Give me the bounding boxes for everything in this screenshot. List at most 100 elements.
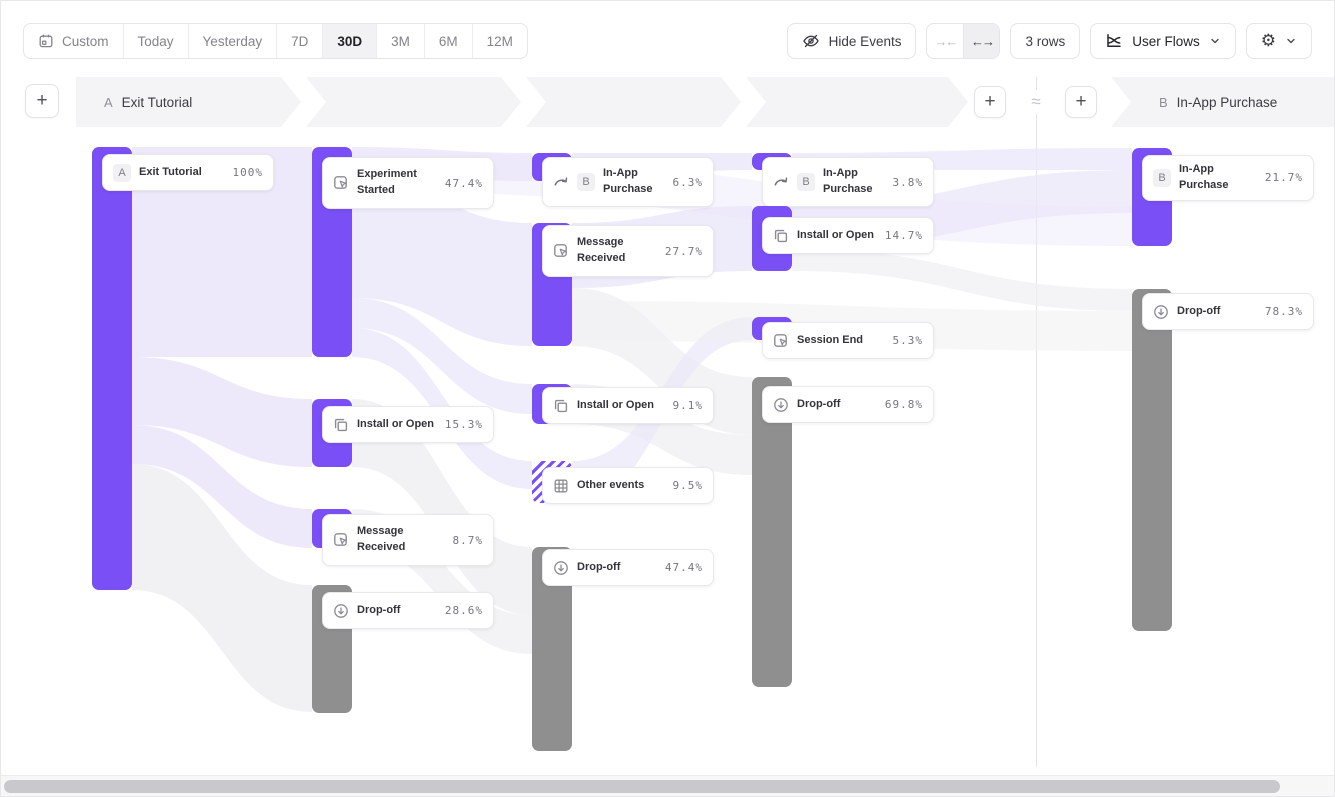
rows-label: 3 rows (1025, 33, 1066, 49)
flow-b-letter: B (1159, 94, 1168, 110)
node-value: 28.6% (444, 604, 483, 617)
node-value: 15.3% (444, 418, 483, 431)
add-step-flow-a-button[interactable]: + (974, 86, 1006, 118)
flow-node-drop-off[interactable]: Drop-off 69.8% (762, 386, 934, 423)
flow-node-install-or-open[interactable]: Install or Open 9.1% (542, 387, 714, 424)
node-label: Other events (577, 478, 645, 491)
date-range-custom[interactable]: Custom (24, 24, 123, 58)
flow-a-step-3[interactable] (526, 77, 741, 127)
flow-bar-drop-off[interactable] (752, 377, 792, 687)
node-value: 8.7% (452, 533, 483, 547)
node-label: Message Received (577, 236, 626, 264)
node-badge: A (113, 163, 131, 182)
node-value: 3.8% (892, 175, 923, 189)
flow-node-in-app-purchase[interactable]: B In-App Purchase 21.7% (1142, 155, 1314, 201)
hide-events-label: Hide Events (828, 33, 902, 49)
event-icon (333, 175, 349, 191)
goal-icon (773, 174, 789, 190)
flow-node-in-app-purchase[interactable]: B In-App Purchase 6.3% (542, 157, 714, 207)
node-value: 5.3% (892, 334, 923, 347)
node-label: Drop-off (1177, 304, 1221, 317)
node-label: Install or Open (357, 417, 435, 430)
flow-node-install-or-open[interactable]: Install or Open 15.3% (322, 406, 494, 443)
flow-bar-exit-tutorial[interactable] (92, 147, 132, 590)
rows-button[interactable]: 3 rows (1010, 23, 1081, 59)
date-range-3m[interactable]: 3M (376, 24, 424, 58)
flow-ribbon (132, 425, 312, 548)
node-value: 47.4% (444, 176, 483, 190)
dropoff-icon (1153, 304, 1169, 320)
gear-icon: ⚙ (1260, 30, 1276, 51)
expand-columns-button[interactable]: ←→ (963, 24, 1000, 58)
user-flows-icon (1105, 32, 1123, 50)
date-range-group: Custom Today Yesterday 7D 30D 3M 6M 12M (23, 23, 528, 59)
node-label: Install or Open (797, 228, 875, 241)
date-range-label: Today (137, 33, 174, 49)
dropoff-icon (333, 603, 349, 619)
node-label: Drop-off (357, 603, 401, 616)
flow-node-session-end[interactable]: Session End 5.3% (762, 322, 934, 359)
date-range-30d[interactable]: 30D (322, 24, 377, 58)
eye-off-icon (802, 32, 820, 50)
node-value: 78.3% (1264, 305, 1303, 318)
flow-a-step-2[interactable] (306, 77, 521, 127)
node-label: Experiment Started (357, 168, 417, 196)
flow-ribbon (352, 298, 532, 414)
date-range-label: 3M (391, 33, 410, 49)
toolbar-right: Hide Events →← ←→ 3 rows User Flows ⚙ (786, 23, 1312, 59)
flow-bar-drop-off[interactable] (1132, 289, 1172, 631)
node-label: In-App Purchase (823, 167, 873, 195)
date-range-7d[interactable]: 7D (276, 24, 322, 58)
date-range-label: 12M (486, 33, 513, 49)
flow-b-step-band[interactable]: B In-App Purchase (1111, 77, 1334, 127)
node-label: Exit Tutorial (139, 165, 202, 178)
flow-a-step-1[interactable]: A Exit Tutorial (76, 77, 301, 127)
hide-events-button[interactable]: Hide Events (786, 23, 917, 59)
install-icon (553, 398, 569, 414)
settings-dropdown[interactable]: ⚙ (1245, 23, 1312, 59)
node-badge: B (797, 173, 815, 191)
date-range-yesterday[interactable]: Yesterday (187, 24, 277, 58)
add-step-left-button[interactable]: + (25, 84, 59, 118)
flow-node-experiment-started[interactable]: Experiment Started 47.4% (322, 157, 494, 209)
flow-a-step-4[interactable] (746, 77, 968, 127)
flow-node-exit-tutorial[interactable]: A Exit Tutorial 100% (102, 154, 274, 191)
view-selector-dropdown[interactable]: User Flows (1090, 23, 1236, 59)
date-range-today[interactable]: Today (122, 24, 188, 58)
node-value: 6.3% (672, 175, 703, 189)
flow-node-drop-off[interactable]: Drop-off 78.3% (1142, 293, 1314, 330)
node-label: In-App Purchase (603, 167, 653, 195)
flow-node-message-received[interactable]: Message Received 8.7% (322, 514, 494, 566)
calendar-icon (38, 33, 54, 49)
goal-icon (553, 174, 569, 190)
chevron-down-icon (1285, 35, 1297, 47)
node-value: 9.5% (672, 479, 703, 492)
toolbar: Custom Today Yesterday 7D 30D 3M 6M 12M Hide Ev… (23, 23, 1312, 59)
install-icon (333, 417, 349, 433)
horizontal-scrollbar-thumb[interactable] (4, 780, 1280, 793)
date-range-12m[interactable]: 12M (471, 24, 527, 58)
flow-node-drop-off[interactable]: Drop-off 47.4% (542, 549, 714, 586)
collapse-columns-button[interactable]: →← (934, 33, 958, 49)
node-value: 100% (232, 166, 263, 179)
node-label: Drop-off (797, 397, 841, 410)
node-value: 9.1% (672, 399, 703, 412)
add-step-flow-b-button[interactable]: + (1065, 86, 1097, 118)
dropoff-icon (553, 560, 569, 576)
flow-node-other-events[interactable]: Other events 9.5% (542, 467, 714, 504)
event-icon (333, 532, 349, 548)
width-toggle: →← ←→ (926, 23, 1001, 59)
node-label: Session End (797, 333, 864, 346)
flow-node-in-app-purchase[interactable]: B In-App Purchase 3.8% (762, 157, 934, 207)
flow-ribbon (132, 357, 312, 467)
flow-node-drop-off[interactable]: Drop-off 28.6% (322, 592, 494, 629)
approx-symbol: ≈ (1022, 90, 1050, 114)
flow-node-install-or-open[interactable]: Install or Open 14.7% (762, 217, 934, 254)
date-range-6m[interactable]: 6M (423, 24, 472, 58)
flow-ribbon (792, 249, 1132, 311)
node-badge: B (1153, 168, 1171, 187)
date-range-label: Yesterday (202, 33, 263, 49)
flow-node-message-received[interactable]: Message Received 27.7% (542, 225, 714, 277)
flow-ribbon (132, 464, 312, 712)
